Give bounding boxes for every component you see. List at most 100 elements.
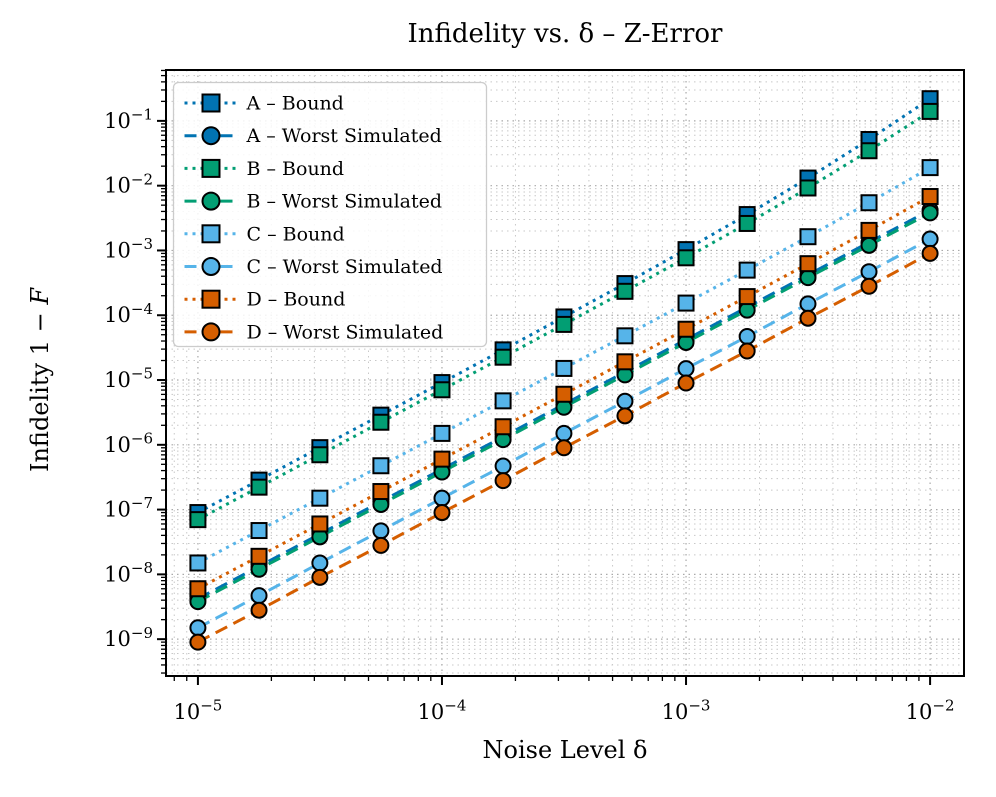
- y-axis-label: Infidelity 1 − F: [26, 287, 54, 472]
- data-point-marker-d-worst: [738, 342, 756, 360]
- data-point-marker-d-bound: [860, 221, 878, 239]
- series-b-worst: [189, 204, 939, 611]
- legend-label: D – Worst Simulated: [247, 321, 444, 343]
- series-d-bound: [189, 188, 939, 598]
- data-point-marker-d-worst: [677, 374, 695, 392]
- legend-sample-circle-icon: [201, 257, 221, 276]
- data-point-marker-b-worst: [860, 236, 878, 254]
- y-tick-label-exponent: −3: [131, 235, 153, 253]
- data-point-marker-d-bound: [311, 515, 329, 533]
- plot-border: [165, 69, 965, 677]
- data-point-marker-d-worst: [250, 601, 268, 619]
- x-tick-label: 10−5: [173, 697, 222, 724]
- y-tick-label-exponent: −7: [131, 494, 153, 512]
- data-point-marker-d-worst: [311, 568, 329, 586]
- data-point-marker-d-worst: [616, 407, 634, 425]
- legend-sample-circle-icon: [201, 126, 221, 146]
- data-point-marker-d-worst: [372, 536, 390, 554]
- y-tick-label-exponent: −8: [131, 559, 153, 577]
- legend-label: B – Worst Simulated: [247, 191, 443, 213]
- plot-area: 10−5 10−4 10−3 10−210−110−210−310−410−510−6…: [104, 69, 965, 724]
- data-point-marker-d-bound: [677, 320, 695, 338]
- series-b-bound: [189, 102, 939, 529]
- data-point-marker-d-bound: [555, 385, 573, 403]
- data-point-marker-b-bound: [372, 413, 390, 431]
- data-point-marker-c-worst: [250, 587, 268, 605]
- series-d-worst: [189, 244, 939, 651]
- data-point-marker-c-bound: [250, 522, 268, 540]
- legend-label: D – Bound: [247, 289, 346, 311]
- data-point-marker-c-worst: [616, 392, 634, 410]
- chart-title: Infidelity vs. δ – Z-Error: [408, 19, 724, 49]
- data-point-marker-c-worst: [311, 554, 329, 572]
- data-point-marker-d-bound: [189, 580, 207, 598]
- data-point-marker-b-bound: [433, 381, 451, 399]
- legend-item-d-worst: D – Worst Simulated: [184, 321, 444, 343]
- y-tick-label-exponent: −2: [131, 170, 153, 188]
- legend-sample-circle-icon: [201, 322, 221, 342]
- data-point-marker-b-bound: [738, 214, 756, 232]
- data-point-marker-c-worst: [799, 295, 817, 313]
- data-point-marker-c-bound: [799, 228, 817, 246]
- data-point-marker-b-worst: [799, 269, 817, 287]
- data-point-marker-c-bound: [738, 261, 756, 279]
- data-point-marker-c-bound: [311, 489, 329, 507]
- data-point-marker-c-worst: [555, 424, 573, 442]
- legend-item-a-bound: A – Bound: [184, 93, 344, 115]
- legend-sample-square-icon: [201, 224, 221, 244]
- legend-label: B – Bound: [247, 158, 345, 180]
- legend-item-c-worst: C – Worst Simulated: [184, 256, 443, 278]
- data-point-marker-d-worst: [860, 277, 878, 295]
- data-point-marker-d-worst: [433, 504, 451, 522]
- data-point-marker-c-bound: [616, 327, 634, 345]
- data-point-marker-d-bound: [433, 450, 451, 468]
- data-point-marker-d-bound: [372, 483, 390, 501]
- data-point-marker-b-bound: [616, 282, 634, 300]
- x-tick-label-exponent: −3: [688, 697, 710, 715]
- legend-sample-circle-icon: [201, 191, 221, 211]
- legend-sample-square-icon: [201, 289, 221, 309]
- y-tick-label-exponent: −1: [131, 105, 153, 123]
- y-tick-label: 10−4: [104, 300, 153, 327]
- data-point-marker-b-bound: [555, 315, 573, 333]
- x-tick-label-exponent: −4: [444, 697, 466, 715]
- data-point-marker-b-worst: [921, 204, 939, 222]
- data-point-marker-c-bound: [189, 554, 207, 572]
- series-c-bound: [189, 159, 939, 572]
- legend-item-b-bound: B – Bound: [184, 158, 345, 180]
- axis-ticks: 10−5 10−4 10−3 10−210−110−210−310−410−510−6…: [104, 69, 955, 724]
- legend-item-d-bound: D – Bound: [184, 289, 346, 311]
- data-point-marker-c-worst: [677, 360, 695, 378]
- data-point-marker-b-bound: [250, 478, 268, 496]
- data-point-marker-d-bound: [494, 418, 512, 436]
- data-point-marker-d-worst: [189, 633, 207, 651]
- y-tick-label-exponent: −6: [131, 429, 153, 447]
- data-point-marker-d-worst: [494, 472, 512, 490]
- legend-label: C – Bound: [247, 223, 345, 245]
- data-point-marker-c-bound: [494, 392, 512, 410]
- data-point-marker-b-bound: [860, 142, 878, 160]
- data-point-marker-b-bound: [311, 446, 329, 464]
- data-point-marker-c-worst: [372, 522, 390, 540]
- data-point-marker-b-bound: [799, 179, 817, 197]
- data-point-marker-c-worst: [860, 263, 878, 281]
- data-point-marker-c-worst: [738, 327, 756, 345]
- legend-label: C – Worst Simulated: [247, 256, 443, 278]
- legend-label: A – Bound: [246, 93, 344, 115]
- data-point-marker-d-bound: [921, 188, 939, 206]
- data-point-marker-b-bound: [921, 102, 939, 120]
- x-tick-label-exponent: −2: [932, 697, 954, 715]
- data-point-marker-c-worst: [494, 457, 512, 475]
- y-axis-label-math: F: [26, 287, 54, 306]
- legend-sample-square-icon: [201, 93, 221, 113]
- data-point-marker-c-bound: [921, 159, 939, 177]
- data-point-marker-d-bound: [738, 288, 756, 306]
- x-axis-label: Noise Level δ: [483, 736, 648, 764]
- y-tick-label-exponent: −4: [131, 300, 153, 318]
- legend-box: [172, 81, 488, 348]
- legend-item-c-bound: C – Bound: [184, 223, 345, 245]
- y-tick-label-exponent: −5: [131, 365, 153, 383]
- legend-sample-square-icon: [201, 158, 221, 178]
